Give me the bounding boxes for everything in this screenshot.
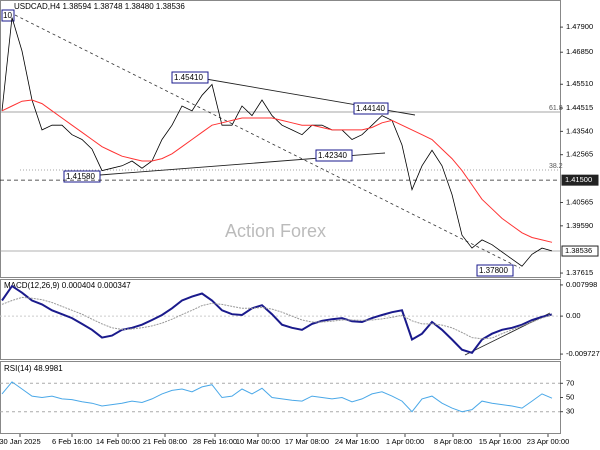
y-tick-label: 1.37615	[566, 268, 593, 277]
annotation: 1.42340	[318, 151, 347, 160]
series-line	[1, 284, 553, 354]
y-tick-label: 70	[566, 378, 574, 387]
y-tick-label: 0.00	[566, 311, 581, 320]
y-tick-label: 1.42565	[566, 150, 593, 159]
macd-panel	[0, 279, 561, 360]
annotation: 1.45410	[174, 73, 203, 82]
annotation: 1.41580	[66, 172, 95, 181]
annotation: 1.44140	[356, 104, 385, 113]
label-box	[1, 9, 15, 22]
x-tick-label: 21 Feb 08:00	[143, 437, 187, 446]
annotation: 10	[3, 11, 12, 20]
rsi-panel	[0, 361, 561, 434]
label-box	[476, 264, 514, 277]
y-tick-label: 1.44515	[566, 103, 593, 112]
y-tick-label: 1.46850	[566, 47, 593, 56]
series-line	[1, 296, 553, 340]
annotation: 61.8	[549, 105, 563, 112]
y-tick-label: 1.40565	[566, 197, 593, 206]
price-box	[561, 245, 599, 257]
price-label: 1.41500	[565, 175, 592, 184]
series-line	[1, 99, 553, 243]
trend-line	[14, 14, 521, 269]
x-tick-label: 8 Apr 08:00	[434, 437, 472, 446]
x-tick-label: 30 Jan 2025	[0, 437, 41, 446]
label-box	[171, 71, 209, 84]
annotation: 38.2	[549, 163, 563, 170]
y-tick-label: 50	[566, 392, 574, 401]
y-tick-label: 1.47900	[566, 22, 593, 31]
x-tick-label: 14 Feb 00:00	[96, 437, 140, 446]
y-tick-label: 30	[566, 407, 574, 416]
watermark: Action Forex	[225, 221, 326, 241]
x-tick-label: 17 Mar 08:00	[285, 437, 329, 446]
x-tick-label: 10 Mar 00:00	[236, 437, 280, 446]
price-panel	[0, 0, 561, 278]
chart-title: USDCAD,H4 1.38594 1.38748 1.38480 1.3853…	[14, 2, 185, 11]
x-tick-label: 6 Feb 16:00	[52, 437, 92, 446]
price-label: 1.38536	[565, 246, 592, 255]
y-tick-label: 1.43540	[566, 126, 593, 135]
y-tick-label: 1.39590	[566, 221, 593, 230]
panel-title: RSI(14) 48.9981	[4, 364, 63, 373]
price-box	[561, 174, 599, 186]
label-box	[353, 102, 389, 115]
series-line	[1, 381, 553, 413]
panel-title: MACD(12,26,9) 0.000404 0.000347	[4, 281, 131, 290]
annotations: 10 1.45410 1.44140 1.42340 1.41580 1.378…	[1, 9, 563, 277]
x-tick-label: 24 Mar 16:00	[335, 437, 379, 446]
y-tick-label: 1.45510	[566, 79, 593, 88]
x-tick-label: 28 Feb 16:00	[193, 437, 237, 446]
y-tick-label: 0.007998	[566, 280, 597, 289]
label-box	[63, 170, 101, 183]
x-tick-label: 15 Apr 16:00	[479, 437, 522, 446]
annotation: 1.37800	[479, 266, 508, 275]
y-tick-label: -0.009727	[566, 349, 600, 358]
series-line	[1, 17, 553, 267]
label-box	[315, 149, 353, 162]
x-tick-label: 1 Apr 00:00	[386, 437, 424, 446]
x-tick-label: 23 Apr 00:00	[527, 437, 570, 446]
